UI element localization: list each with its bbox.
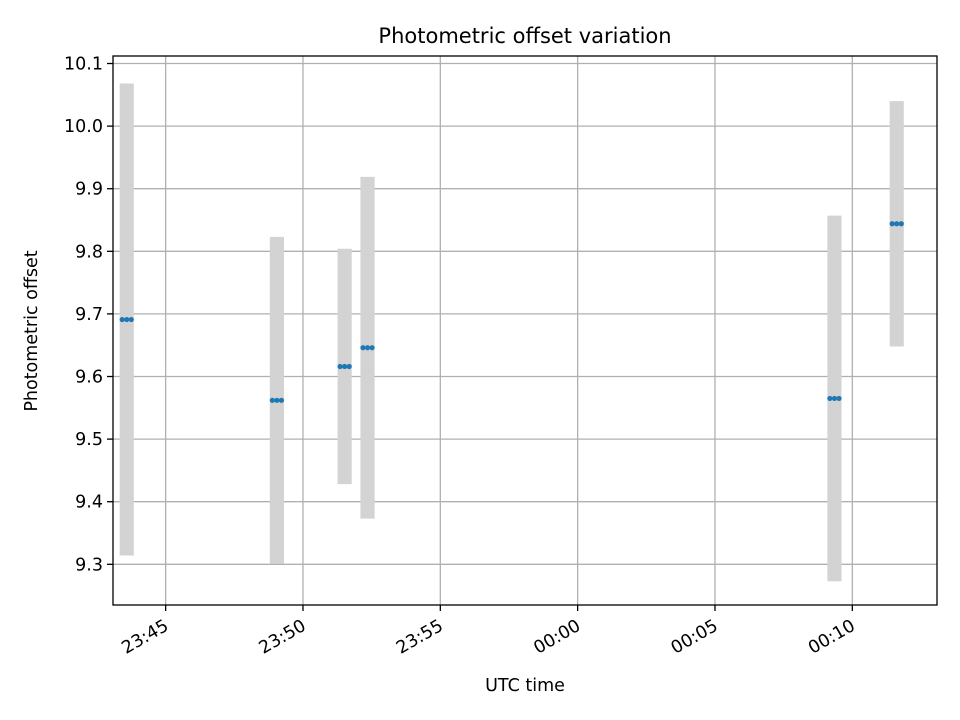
- y-tick-label: 10.1: [64, 55, 103, 75]
- y-tick-label: 9.6: [75, 368, 103, 388]
- data-point: [269, 397, 275, 403]
- data-point: [894, 221, 900, 227]
- chart-title: Photometric offset variation: [378, 24, 671, 48]
- data-point: [827, 395, 833, 402]
- y-tick-label: 10.0: [64, 117, 103, 137]
- plot-frame: [112, 55, 938, 606]
- grid-lines: [113, 56, 937, 605]
- data-points: [119, 221, 904, 403]
- data-point: [836, 395, 842, 402]
- y-tick-label: 9.8: [75, 242, 103, 262]
- data-point: [360, 345, 366, 351]
- y-tick-label: 9.3: [75, 555, 103, 575]
- data-point: [274, 397, 280, 403]
- y-axis: 9.3 9.4 9.5 9.6 9.7 9.8 9.9 10.0 10.1: [64, 55, 113, 575]
- y-tick-label: 9.4: [75, 493, 103, 513]
- y-axis-label: Photometric offset: [22, 250, 42, 411]
- data-point: [889, 221, 895, 227]
- y-tick-label: 9.7: [75, 305, 103, 325]
- y-tick-label: 9.9: [75, 180, 103, 200]
- data-point: [364, 345, 371, 351]
- data-point: [119, 316, 125, 323]
- data-point: [128, 316, 134, 323]
- data-point: [346, 363, 352, 370]
- data-point: [898, 221, 904, 227]
- data-point: [369, 345, 375, 351]
- x-axis-label: UTC time: [485, 676, 565, 696]
- data-point: [124, 316, 130, 323]
- data-point: [278, 397, 285, 403]
- data-point: [337, 363, 343, 370]
- data-point: [342, 363, 348, 370]
- y-tick-label: 9.5: [75, 430, 103, 450]
- data-point: [831, 395, 838, 402]
